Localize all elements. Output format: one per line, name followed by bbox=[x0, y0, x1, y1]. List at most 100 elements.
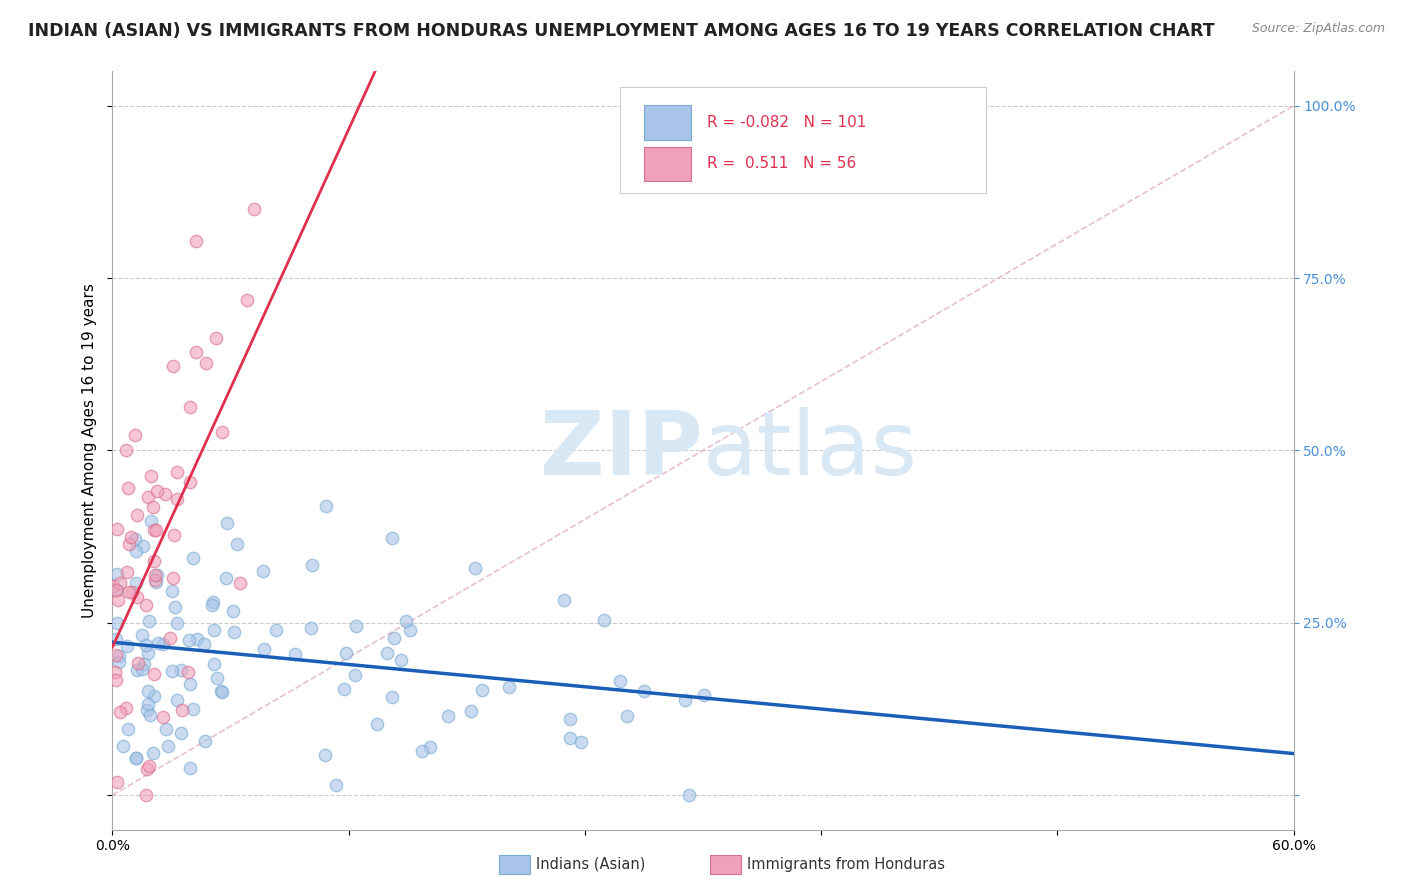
Point bbox=[242, 202, 264, 217]
Point bbox=[222, 624, 245, 639]
Point bbox=[633, 684, 655, 698]
Point bbox=[162, 571, 184, 585]
Point bbox=[181, 551, 204, 566]
Point bbox=[115, 701, 138, 715]
Text: ZIP: ZIP bbox=[540, 407, 703, 494]
Point bbox=[464, 561, 486, 575]
Point bbox=[139, 514, 162, 528]
Point bbox=[142, 746, 165, 760]
Point bbox=[163, 527, 186, 541]
Text: atlas: atlas bbox=[703, 407, 918, 494]
Point bbox=[179, 761, 201, 775]
Point bbox=[127, 663, 149, 677]
Point bbox=[284, 647, 307, 661]
Point bbox=[693, 688, 716, 702]
Point bbox=[146, 568, 169, 582]
Point bbox=[107, 656, 129, 670]
Point bbox=[179, 400, 201, 414]
Point bbox=[170, 726, 193, 740]
Point bbox=[108, 648, 131, 663]
Point bbox=[160, 584, 183, 599]
Point bbox=[143, 689, 166, 703]
Point bbox=[193, 637, 215, 651]
FancyBboxPatch shape bbox=[644, 105, 692, 140]
Text: R =  0.511   N = 56: R = 0.511 N = 56 bbox=[707, 156, 856, 171]
Point bbox=[184, 234, 207, 248]
Point bbox=[209, 684, 232, 698]
Point bbox=[153, 486, 176, 500]
Point bbox=[616, 708, 638, 723]
Point bbox=[135, 788, 157, 802]
Text: Indians (Asian): Indians (Asian) bbox=[536, 857, 645, 871]
Point bbox=[299, 622, 322, 636]
Point bbox=[170, 703, 193, 717]
Point bbox=[419, 740, 441, 755]
Point bbox=[136, 684, 159, 698]
Point bbox=[166, 492, 188, 507]
Point bbox=[124, 543, 146, 558]
Point bbox=[380, 690, 402, 704]
Point bbox=[344, 618, 367, 632]
Point bbox=[179, 475, 201, 490]
Point bbox=[215, 571, 238, 585]
Point bbox=[335, 646, 357, 660]
Point bbox=[560, 731, 582, 746]
Point bbox=[131, 662, 153, 676]
Point bbox=[101, 579, 124, 593]
Point bbox=[398, 623, 420, 637]
Point bbox=[162, 359, 184, 373]
Point bbox=[179, 677, 201, 691]
Point bbox=[108, 706, 131, 720]
Point bbox=[315, 499, 337, 513]
Point bbox=[437, 709, 460, 723]
Point bbox=[117, 481, 139, 495]
Point bbox=[593, 614, 616, 628]
Point bbox=[143, 574, 166, 588]
Point bbox=[195, 355, 218, 369]
Point bbox=[169, 663, 191, 677]
Point bbox=[375, 646, 398, 660]
Point bbox=[395, 614, 418, 628]
Point bbox=[146, 636, 169, 650]
Point bbox=[344, 667, 367, 681]
Point bbox=[104, 673, 127, 687]
Point bbox=[166, 465, 188, 479]
Point bbox=[155, 722, 177, 736]
Point bbox=[675, 692, 697, 706]
Point bbox=[115, 442, 138, 457]
Point bbox=[105, 632, 128, 646]
Point bbox=[125, 751, 148, 765]
FancyBboxPatch shape bbox=[644, 147, 692, 181]
Point bbox=[166, 616, 188, 631]
Point bbox=[205, 671, 228, 685]
Point bbox=[211, 425, 233, 439]
Point bbox=[222, 604, 245, 618]
Point bbox=[215, 516, 238, 531]
Point bbox=[127, 656, 149, 670]
Point bbox=[202, 595, 225, 609]
Point bbox=[124, 532, 146, 546]
Point bbox=[136, 647, 159, 661]
Point bbox=[159, 631, 181, 645]
Point bbox=[325, 778, 347, 792]
Point bbox=[381, 531, 404, 545]
Point bbox=[125, 751, 148, 765]
Point bbox=[107, 593, 129, 607]
Point bbox=[131, 539, 153, 553]
Point bbox=[152, 710, 174, 724]
Point bbox=[186, 632, 208, 646]
Point bbox=[264, 624, 287, 638]
Point bbox=[115, 639, 138, 653]
Point bbox=[411, 744, 433, 758]
Point bbox=[135, 762, 157, 776]
Point bbox=[145, 574, 167, 589]
Text: Source: ZipAtlas.com: Source: ZipAtlas.com bbox=[1251, 22, 1385, 36]
Point bbox=[382, 631, 405, 645]
Point bbox=[166, 693, 188, 707]
Point bbox=[678, 788, 700, 802]
Point bbox=[226, 537, 249, 551]
Point bbox=[135, 638, 157, 652]
Point bbox=[143, 568, 166, 582]
Point bbox=[301, 558, 323, 573]
Point bbox=[104, 648, 127, 662]
